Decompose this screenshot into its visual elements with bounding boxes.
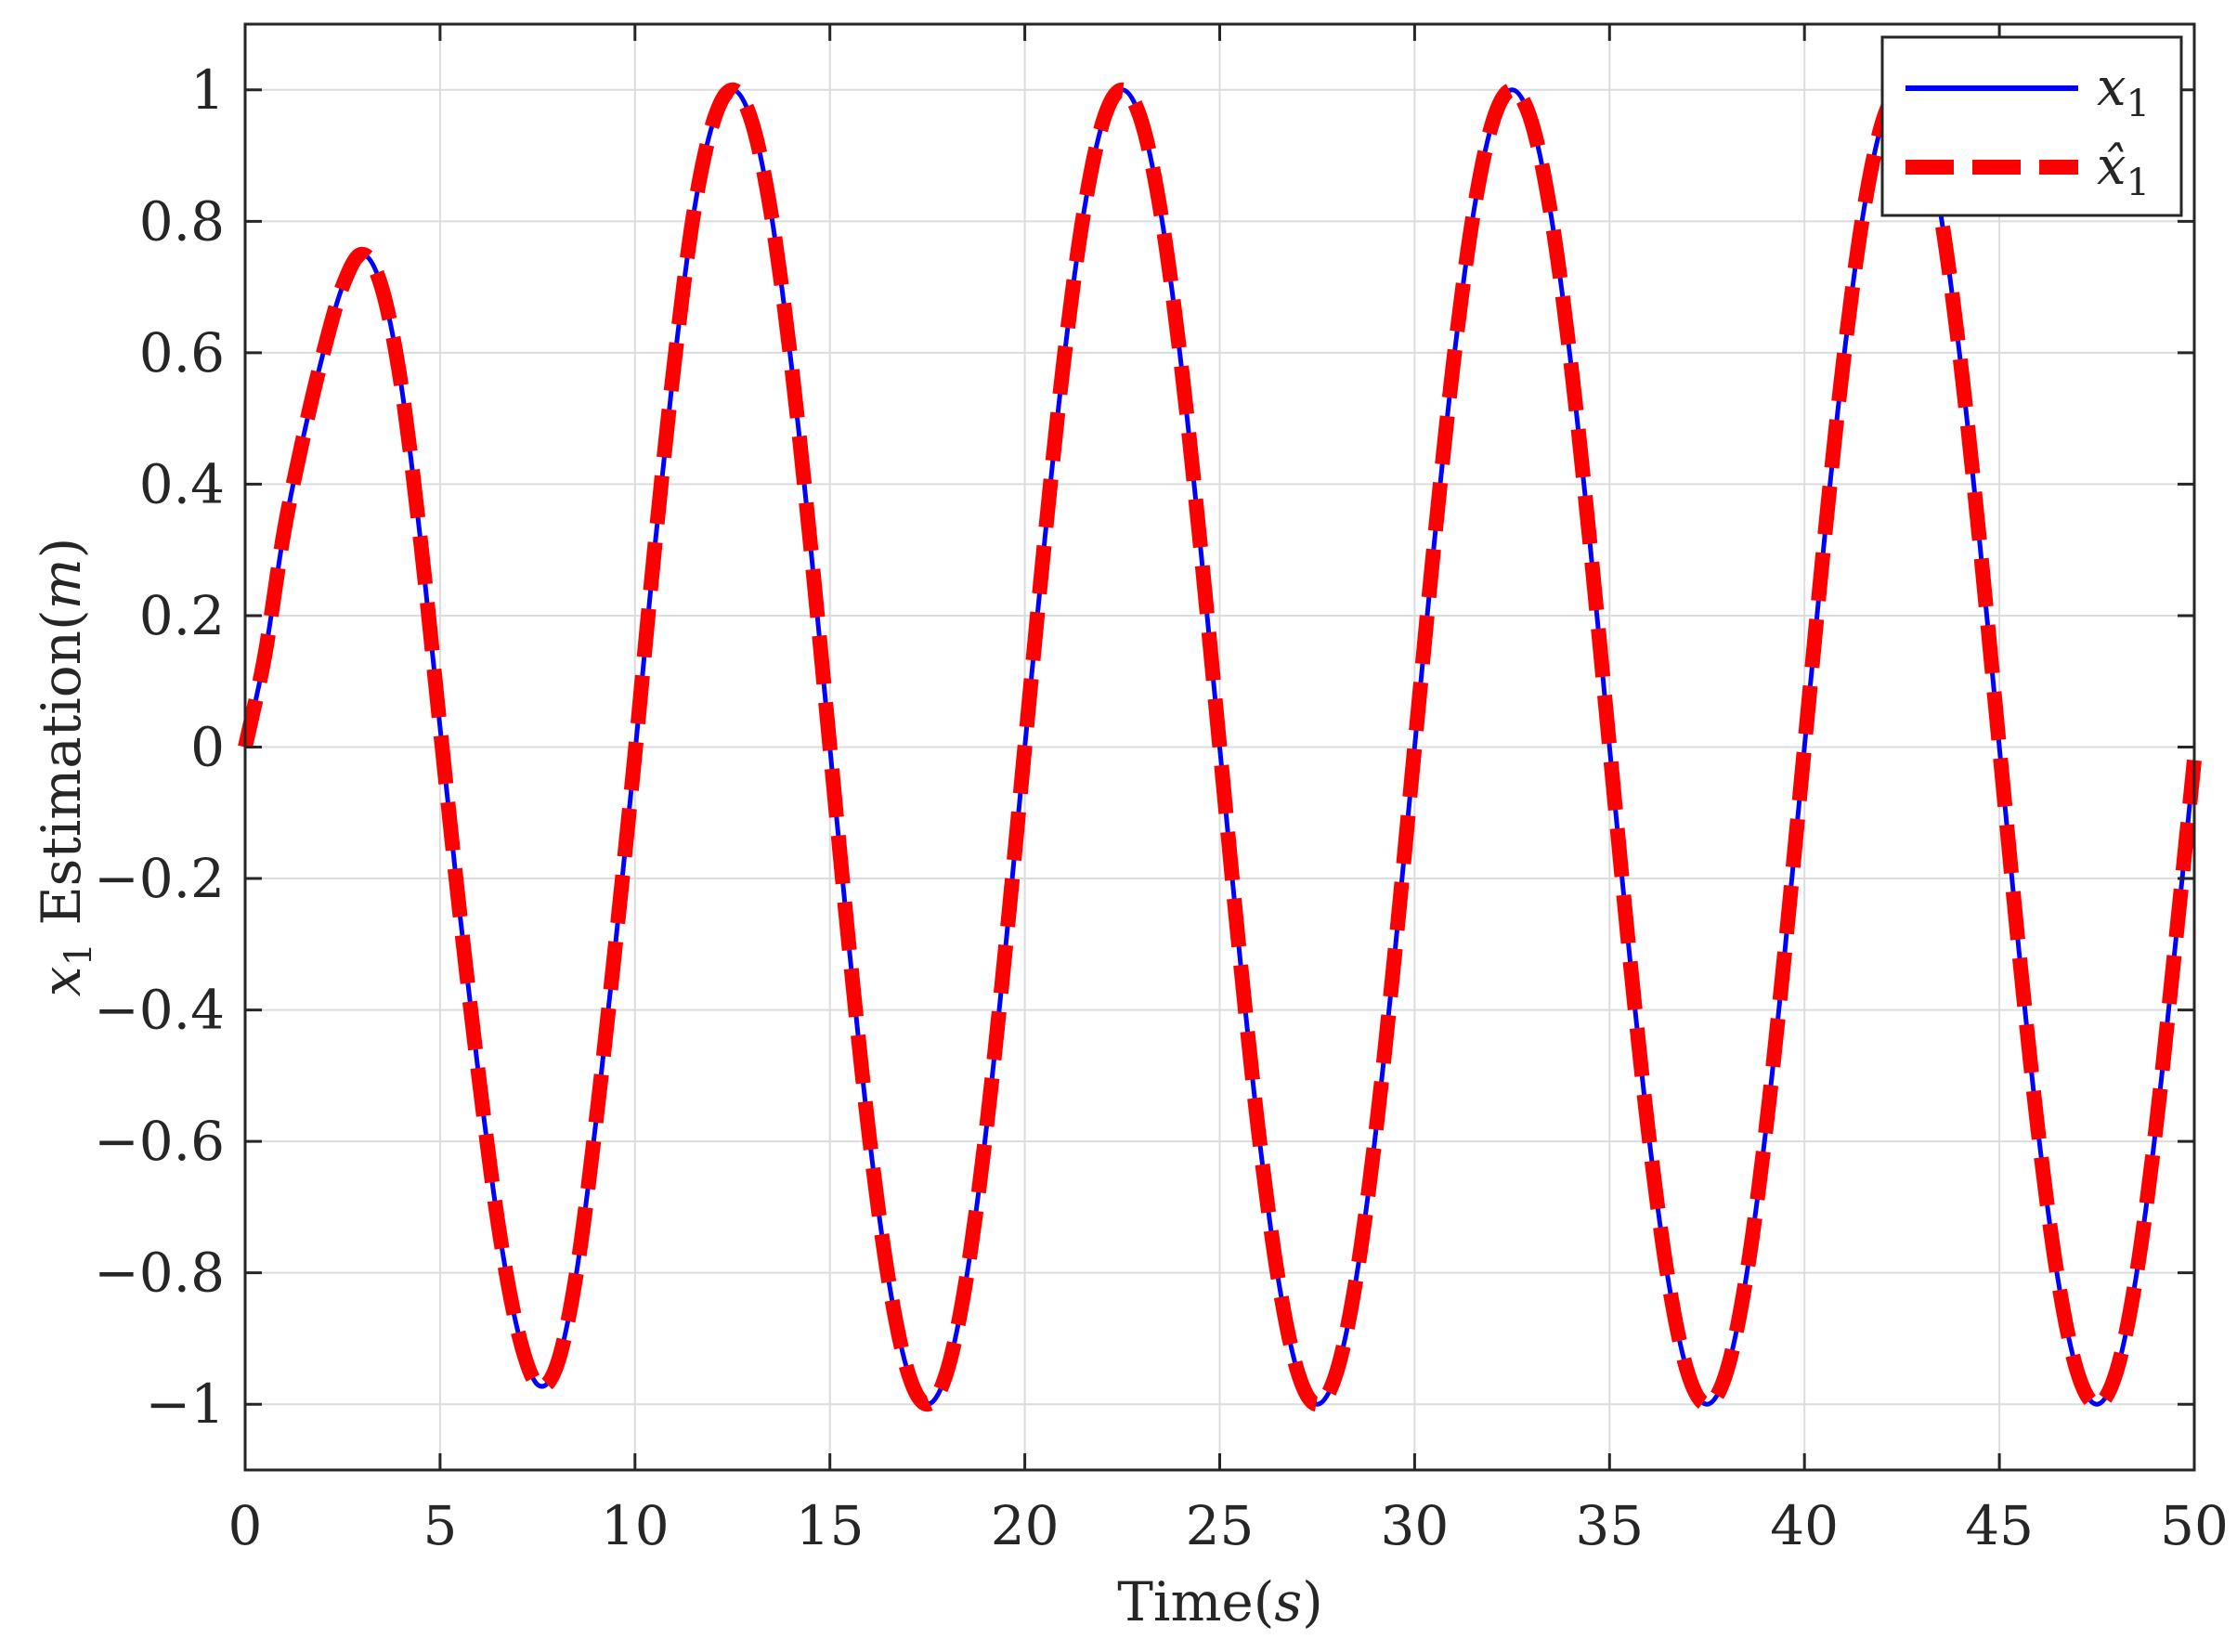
legend-label-x1: x1 xyxy=(2097,58,2150,125)
x-tick-label: 5 xyxy=(423,1494,457,1557)
y-tick-label: 0.6 xyxy=(139,321,225,384)
x-axis-label: Time(s) xyxy=(1117,1570,1323,1633)
legend-label-x1-hat-sub: 1 xyxy=(2126,162,2150,204)
y-tick-label: −0.2 xyxy=(94,847,225,910)
x-tick-label: 50 xyxy=(2160,1494,2229,1557)
legend-box xyxy=(1880,35,2183,217)
x-axis-label-prefix: Time( xyxy=(1117,1570,1274,1633)
y-axis-label-unit: m xyxy=(30,558,93,609)
y-tick-label: −0.4 xyxy=(94,979,225,1042)
legend-label-x1-hat: x̂1 xyxy=(2097,137,2150,204)
y-tick-label: 0.2 xyxy=(139,584,225,647)
y-tick-label: 0 xyxy=(190,716,225,779)
series-layer xyxy=(238,82,2202,1412)
legend: x1 x̂1 xyxy=(1880,35,2183,217)
y-tick-labels: 1 0.8 0.6 0.4 0.2 0 −0.2 −0.4 −0.6 −0.8 −1 xyxy=(94,59,225,1436)
legend-label-x1-var: x xyxy=(2097,58,2126,118)
x-axis-label-suffix: ) xyxy=(1302,1570,1323,1633)
y-axis-label-suffix: ) xyxy=(30,538,93,559)
x-tick-label: 35 xyxy=(1575,1494,1644,1557)
x-tick-label: 45 xyxy=(1965,1494,2034,1557)
y-tick-label: 0.4 xyxy=(139,452,225,515)
legend-label-x1-hat-var: x̂ xyxy=(2097,137,2126,197)
x-tick-label: 0 xyxy=(228,1494,263,1557)
legend-label-x1-sub: 1 xyxy=(2126,83,2150,125)
y-axis-label-sub: 1 xyxy=(58,943,100,966)
x-tick-label: 25 xyxy=(1186,1494,1255,1557)
x-tick-label: 20 xyxy=(991,1494,1060,1557)
y-tick-label: −0.8 xyxy=(94,1242,225,1305)
x-tick-label: 10 xyxy=(601,1494,670,1557)
y-tick-label: −0.6 xyxy=(94,1110,225,1173)
y-axis-label-var: x xyxy=(30,967,93,997)
y-axis-label-text: Estimation( xyxy=(30,609,93,943)
y-tick-label: −1 xyxy=(146,1372,226,1436)
x-tick-label: 15 xyxy=(796,1494,865,1557)
x-tick-label: 30 xyxy=(1380,1494,1449,1557)
x-tick-label: 40 xyxy=(1770,1494,1839,1557)
y-tick-label: 0.8 xyxy=(139,189,225,253)
x-axis-label-var: s xyxy=(1274,1570,1302,1633)
x-tick-labels: 0 5 10 15 20 25 30 35 40 45 50 xyxy=(228,1494,2229,1557)
y-tick-label: 1 xyxy=(190,59,225,122)
y-axis-label: x1 Estimation(m) xyxy=(30,538,100,997)
tick-marks xyxy=(243,24,2196,1470)
series-line-x1-hat xyxy=(238,82,2202,1412)
